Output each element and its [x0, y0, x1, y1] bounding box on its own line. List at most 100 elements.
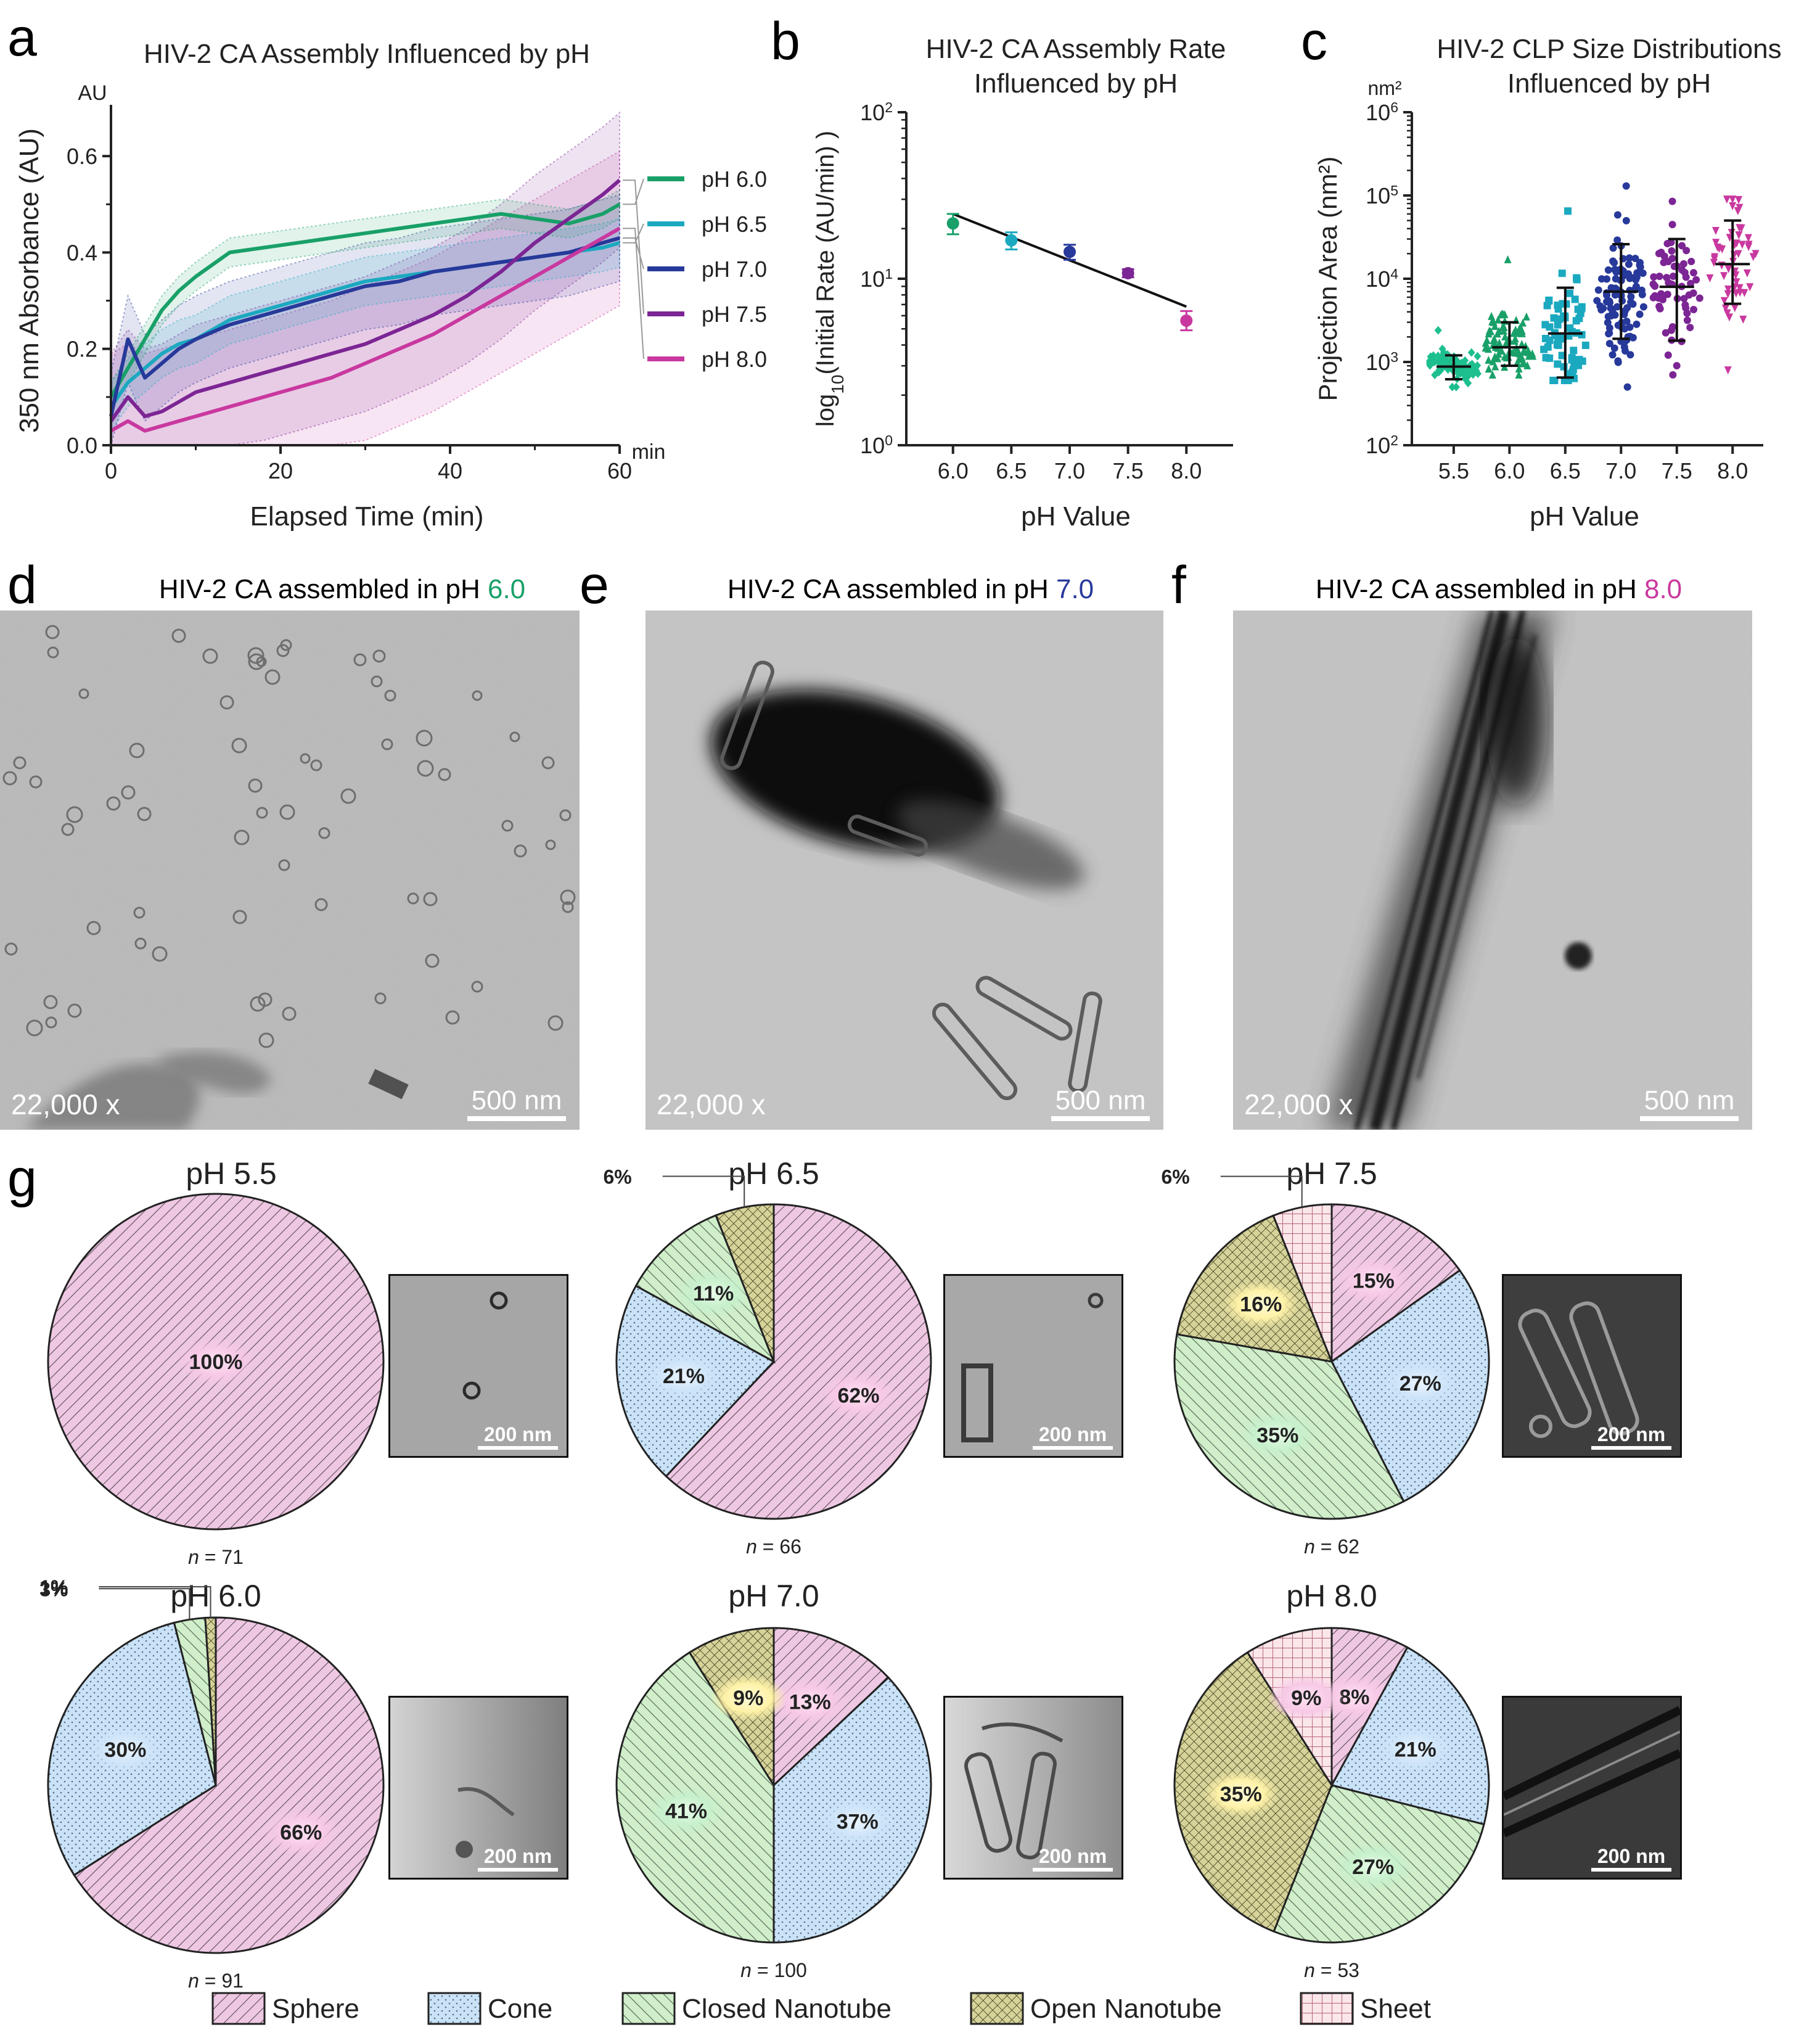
scale-bar-label: 200 nm — [1038, 1845, 1107, 1867]
data-point — [1649, 294, 1657, 302]
data-point — [1469, 370, 1477, 379]
data-point — [1596, 302, 1604, 310]
scale-bar: 200 nm — [1033, 1846, 1113, 1872]
data-point — [1609, 244, 1617, 252]
particle — [29, 775, 43, 789]
pie-label-glow — [710, 1674, 787, 1721]
particle — [374, 992, 387, 1005]
data-point — [1689, 289, 1697, 297]
pie-label: 9% — [1291, 1687, 1321, 1710]
pie-pH60: pH 6.0 66% 30% 3%1% n = 91 — [39, 1576, 385, 1992]
pie-title: pH 7.0 — [728, 1579, 819, 1613]
pie-label: 13% — [789, 1690, 831, 1714]
data-point — [1636, 310, 1644, 318]
particle — [47, 646, 59, 659]
error-band — [110, 150, 620, 446]
particle — [471, 980, 483, 993]
pie-label: 21% — [663, 1365, 705, 1388]
data-point — [1729, 202, 1737, 210]
panel-letter-e: e — [580, 556, 609, 615]
particle — [547, 1015, 564, 1031]
pie-n: n = 66 — [746, 1535, 801, 1558]
pie-pH70: pH 7.0 13% 37% 41% 9% n = 100 — [615, 1579, 932, 1981]
pie-label-glow — [1223, 1280, 1300, 1328]
data-point — [1683, 247, 1691, 255]
data-point — [1491, 362, 1499, 371]
pie-label: 3% — [39, 1578, 68, 1600]
error-band — [110, 111, 620, 446]
data-point — [1679, 260, 1687, 268]
data-point — [1610, 344, 1618, 352]
pie-slice — [204, 1616, 217, 1786]
data-point — [1732, 289, 1740, 298]
scale-bar: 200 nm — [478, 1846, 558, 1872]
pie-label-glow — [178, 1338, 254, 1385]
pie-label: 35% — [1220, 1783, 1262, 1806]
data-point — [1680, 295, 1688, 303]
data-point — [1721, 304, 1729, 313]
data-point — [1491, 322, 1499, 331]
data-point — [1430, 358, 1438, 367]
data-point — [1448, 382, 1456, 392]
data-point — [1544, 343, 1552, 351]
scale-bar-label: 500 nm — [1055, 1085, 1146, 1116]
thumb-ph75: 200 nm — [1502, 1274, 1682, 1458]
particle — [133, 906, 146, 919]
x-tick-label: 7.5 — [1662, 458, 1692, 483]
data-point — [1494, 350, 1502, 358]
series-line — [109, 202, 621, 398]
x-tick-label: 6.5 — [996, 458, 1027, 483]
particle — [300, 753, 311, 764]
particle — [560, 889, 576, 905]
data-point — [1546, 354, 1554, 362]
chart-assembly-rate: HIV-2 CA Assembly Rate Influenced by pH 10… — [812, 34, 1233, 532]
x-tick-label: 6.5 — [1550, 458, 1581, 483]
data-point — [1720, 297, 1728, 305]
particle — [423, 892, 438, 906]
pie-label: 41% — [665, 1799, 707, 1823]
data-point — [1718, 245, 1726, 254]
scale-bar: 200 nm — [478, 1424, 558, 1450]
particle — [445, 1010, 460, 1025]
particle — [381, 738, 393, 750]
data-point — [1488, 311, 1496, 320]
particle — [232, 910, 247, 924]
data-point — [1636, 261, 1644, 269]
data-point — [1639, 269, 1647, 277]
data-point — [1668, 323, 1676, 331]
data-point — [1494, 315, 1502, 324]
data-point — [1574, 305, 1582, 313]
data-point — [1558, 351, 1566, 360]
particle — [4, 942, 18, 956]
series-line — [110, 226, 621, 433]
data-point — [1664, 351, 1672, 359]
data-point — [1604, 266, 1612, 274]
data-point — [1613, 211, 1621, 219]
data-point — [1594, 286, 1602, 294]
data-point — [1502, 339, 1510, 348]
data-point — [1523, 361, 1531, 369]
data-point — [1683, 316, 1691, 324]
data-point — [1735, 231, 1743, 240]
pie-label: 16% — [1240, 1293, 1282, 1317]
data-point — [1609, 257, 1617, 265]
scale-bar: 500 nm — [1640, 1087, 1739, 1121]
scale-bar: 200 nm — [1591, 1846, 1671, 1872]
y-axis-label: 350 nm Absorbance (AU) — [14, 128, 44, 433]
data-point — [1686, 324, 1694, 332]
data-point — [1498, 310, 1506, 318]
data-point — [1485, 329, 1493, 338]
x-axis-label: pH Value — [1021, 501, 1131, 532]
data-point — [1474, 369, 1482, 379]
y-tick-label: 0.6 — [67, 144, 97, 169]
chart-c-title: HIV-2 CLP Size Distributions — [1437, 34, 1781, 64]
particle — [234, 829, 250, 845]
micrograph-e-title: HIV-2 CA assembled in pH 7.0 — [728, 574, 1094, 604]
particle — [278, 859, 290, 871]
data-point — [1724, 286, 1732, 294]
x-tick-label: 0 — [105, 458, 117, 483]
pie-title: pH 6.0 — [170, 1579, 261, 1613]
pie-leader — [662, 1175, 745, 1207]
data-point — [1494, 354, 1502, 363]
data-point — [1632, 276, 1640, 284]
